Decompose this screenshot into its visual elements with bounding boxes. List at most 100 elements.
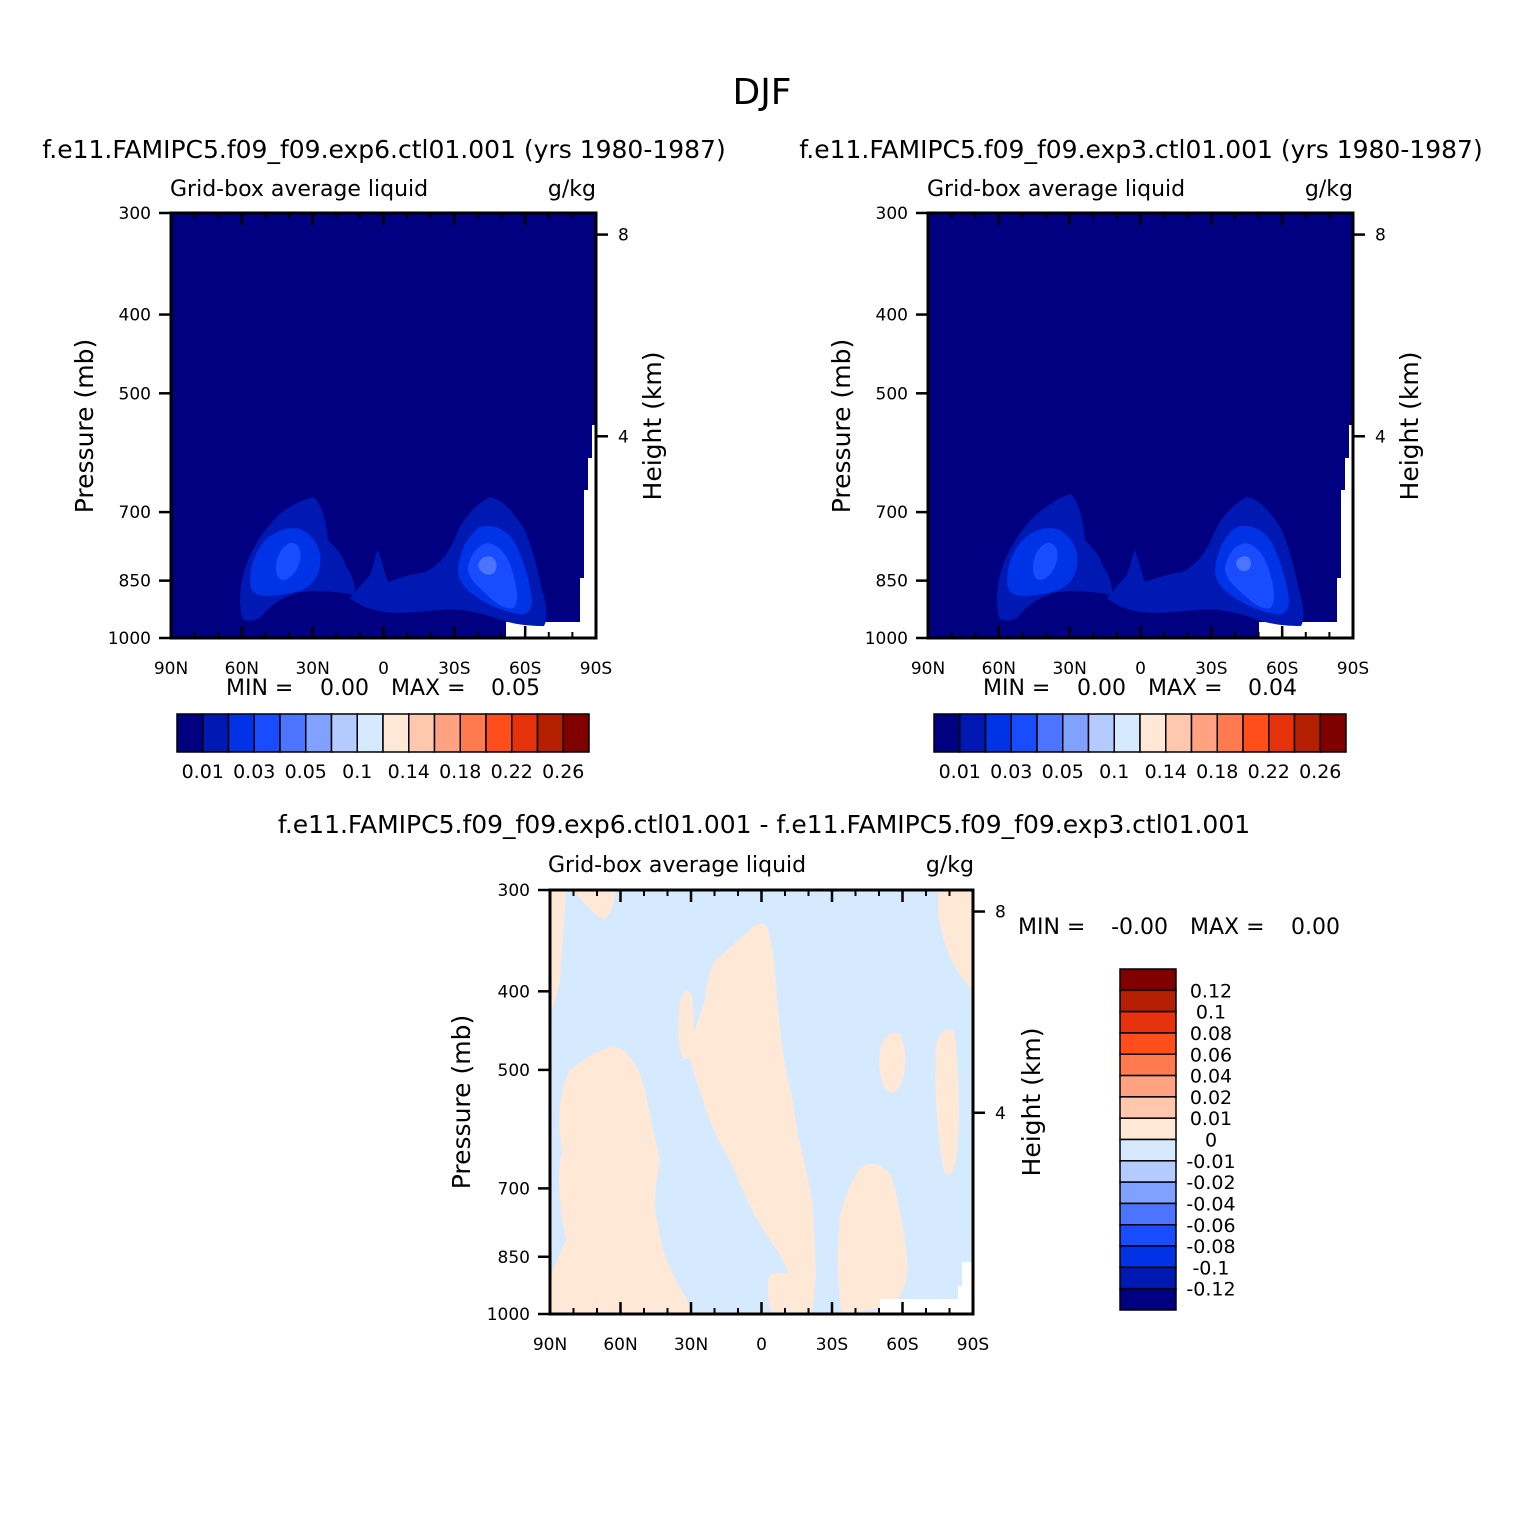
y-tick-label: 1000 [865, 629, 908, 649]
colorbar-box [202, 713, 230, 753]
min-value: 0.00 [1077, 676, 1126, 701]
colorbar-box [1119, 1138, 1177, 1162]
colorbar: 0.120.10.080.060.040.020.010-0.01-0.02-0… [1119, 968, 1236, 1311]
y-axis-title: Pressure (mb) [70, 339, 99, 513]
y-tick-label: 850 [119, 572, 151, 592]
units-label: g/kg [1305, 177, 1353, 202]
plot-frame: 90N 60N 30N 0 30S 60S 90S 300 400 500 700 850 1000 8 4 [865, 204, 1386, 679]
missing-data-region [880, 1262, 973, 1314]
variable-title: Grid-box average liquid [548, 853, 806, 878]
panel-difference: f.e11.FAMIPC5.f09_f09.exp6.ctl01.001 - f… [278, 810, 1340, 1355]
panel-exp3: f.e11.FAMIPC5.f09_f09.exp3.ctl01.001 (yr… [799, 135, 1482, 783]
x-tick-label: 0 [756, 1335, 767, 1355]
colorbar-box [1119, 1287, 1177, 1311]
units-label: g/kg [926, 853, 974, 878]
figure-title: DJF [732, 72, 791, 113]
y-tick-label: 700 [119, 503, 151, 523]
positive-region [574, 890, 616, 920]
variable-title: Grid-box average liquid [927, 177, 1185, 202]
colorbar-box [1119, 1181, 1177, 1205]
colorbar-box [1293, 713, 1321, 753]
missing-data-region [506, 425, 596, 638]
y-axis-right-title: Height (km) [1395, 352, 1424, 501]
positive-region [678, 991, 694, 1060]
colorbar-box [1119, 1074, 1177, 1098]
x-tick-label: 90S [957, 1335, 989, 1355]
colorbar-label: 0.05 [1042, 761, 1084, 783]
max-label: MAX = [1190, 915, 1265, 940]
colorbar-box [1119, 968, 1177, 992]
min-label: MIN = [226, 676, 293, 701]
x-tick-label: 30N [1052, 659, 1086, 679]
colorbar-label: -0.12 [1186, 1279, 1235, 1301]
colorbar-label: 0.1 [1196, 1002, 1226, 1024]
colorbar-label: 0.01 [939, 761, 981, 783]
contour-field [550, 890, 973, 1314]
x-tick-label: 60N [225, 659, 259, 679]
x-tick-label: 30N [674, 1335, 708, 1355]
y-right-tick-label: 8 [995, 903, 1006, 923]
contour-level-0.05 [1225, 543, 1275, 609]
colorbar-label: 0.26 [1299, 761, 1341, 783]
colorbar-label: 0.22 [491, 761, 533, 783]
colorbar: 0.01 0.03 0.05 0.1 0.14 0.18 0.22 0.26 [176, 713, 590, 783]
colorbar-box [279, 713, 307, 753]
colorbar-box [227, 713, 255, 753]
x-tick-label: 90S [1337, 659, 1369, 679]
colorbar-box [511, 713, 539, 753]
colorbar-box [433, 713, 461, 753]
colorbar-box [1119, 1245, 1177, 1269]
colorbar-box [1036, 713, 1064, 753]
panel-title: f.e11.FAMIPC5.f09_f09.exp6.ctl01.001 (yr… [42, 135, 725, 164]
colorbar-label: -0.1 [1192, 1257, 1229, 1279]
colorbar-label: 0.1 [1099, 761, 1129, 783]
max-label: MAX = [391, 676, 466, 701]
y-tick-label: 500 [119, 384, 151, 404]
colorbar-box [305, 713, 333, 753]
contour-field [928, 213, 1353, 638]
colorbar-box [1165, 713, 1193, 753]
y-tick-label: 850 [876, 572, 908, 592]
plot-frame: 90N 60N 30N 0 30S 60S 90S 300 400 500 700 850 1000 8 4 [487, 881, 1006, 1355]
y-axis-right-title: Height (km) [1017, 1028, 1046, 1177]
x-tick-label: 30S [816, 1335, 848, 1355]
missing-data-region [1259, 425, 1353, 638]
colorbar-box [562, 713, 590, 753]
colorbar-box [984, 713, 1012, 753]
x-tick-label: 30S [1195, 659, 1227, 679]
colorbar-box [1087, 713, 1115, 753]
colorbar-box [408, 713, 436, 753]
x-tick-label: 60S [1266, 659, 1298, 679]
colorbar-label: 0.05 [285, 761, 327, 783]
colorbar: 0.01 0.03 0.05 0.1 0.14 0.18 0.22 0.26 [933, 713, 1347, 783]
colorbar-box [1119, 1160, 1177, 1183]
colorbar-label: 0.08 [1190, 1023, 1232, 1045]
colorbar-box [933, 713, 961, 753]
y-tick-label: 300 [119, 204, 151, 224]
x-tick-label: 0 [1135, 659, 1146, 679]
positive-region [935, 1029, 959, 1175]
x-tick-label: 60N [603, 1335, 637, 1355]
y-axis-title: Pressure (mb) [827, 339, 856, 513]
max-label: MAX = [1148, 676, 1223, 701]
y-right-tick-label: 8 [1375, 226, 1386, 246]
colorbar-label: 0.14 [388, 761, 430, 783]
colorbar-label: 0.1 [342, 761, 372, 783]
y-tick-label: 400 [876, 306, 908, 326]
colorbar-label: -0.01 [1186, 1151, 1235, 1173]
positive-region [938, 890, 973, 990]
y-tick-label: 500 [498, 1061, 530, 1081]
colorbar-label: -0.06 [1186, 1215, 1235, 1237]
y-tick-label: 400 [119, 306, 151, 326]
colorbar-label: 0 [1205, 1130, 1217, 1152]
panel-title: f.e11.FAMIPC5.f09_f09.exp3.ctl01.001 (yr… [799, 135, 1482, 164]
y-axis-right-title: Height (km) [638, 352, 667, 501]
colorbar-label: 0.04 [1190, 1066, 1232, 1088]
y-tick-label: 700 [876, 503, 908, 523]
x-tick-label: 90N [533, 1335, 567, 1355]
colorbar-box [1242, 713, 1270, 753]
colorbar-box [1119, 1202, 1177, 1226]
colorbar-box [459, 713, 487, 753]
colorbar-box [1119, 1096, 1177, 1119]
